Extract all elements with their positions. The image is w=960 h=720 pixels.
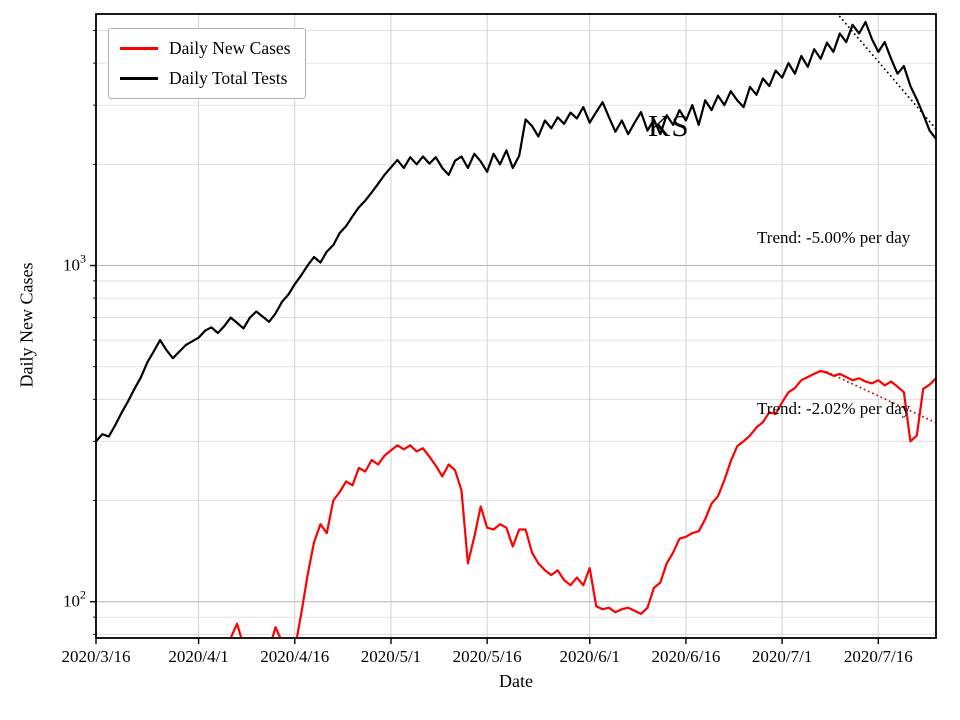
plot-border: [95, 13, 937, 639]
x-tick-label: 2020/5/1: [361, 647, 421, 666]
x-tick-label: 2020/7/1: [752, 647, 812, 666]
legend-line-sample-red: [120, 47, 158, 50]
x-tick-label: 2020/4/16: [260, 647, 329, 666]
legend-item-daily-new-cases: Daily New Cases: [120, 38, 291, 59]
x-axis-label: Date: [499, 671, 533, 691]
legend-label: Daily Total Tests: [169, 68, 288, 88]
y-tick-label: 102: [63, 588, 86, 611]
cases-trend-annotation: Trend: -2.02% per day: [757, 399, 911, 418]
x-tick-label: 2020/4/1: [168, 647, 228, 666]
state-label: KS: [648, 108, 690, 143]
x-tick-label: 2020/7/16: [844, 647, 913, 666]
series-line-daily-new-cases: [229, 369, 936, 638]
x-tick-label: 2020/6/1: [560, 647, 620, 666]
legend: Daily New Cases Daily Total Tests: [108, 28, 306, 99]
y-axis-label: Daily New Cases: [16, 262, 37, 388]
trend-line-tests-trend: [838, 15, 936, 130]
legend-item-daily-total-tests: Daily Total Tests: [120, 68, 291, 89]
x-tick-label: 2020/3/16: [62, 647, 131, 666]
x-tick-label: 2020/5/16: [453, 647, 522, 666]
trend-line-cases-trend: [826, 371, 936, 424]
series-line-daily-total-tests: [96, 20, 936, 443]
x-tick-label: 2020/6/16: [651, 647, 720, 666]
legend-label: Daily New Cases: [169, 38, 291, 58]
tests-trend-annotation: Trend: -5.00% per day: [757, 228, 911, 247]
legend-line-sample-black: [120, 77, 158, 80]
y-tick-label: 103: [63, 252, 86, 275]
